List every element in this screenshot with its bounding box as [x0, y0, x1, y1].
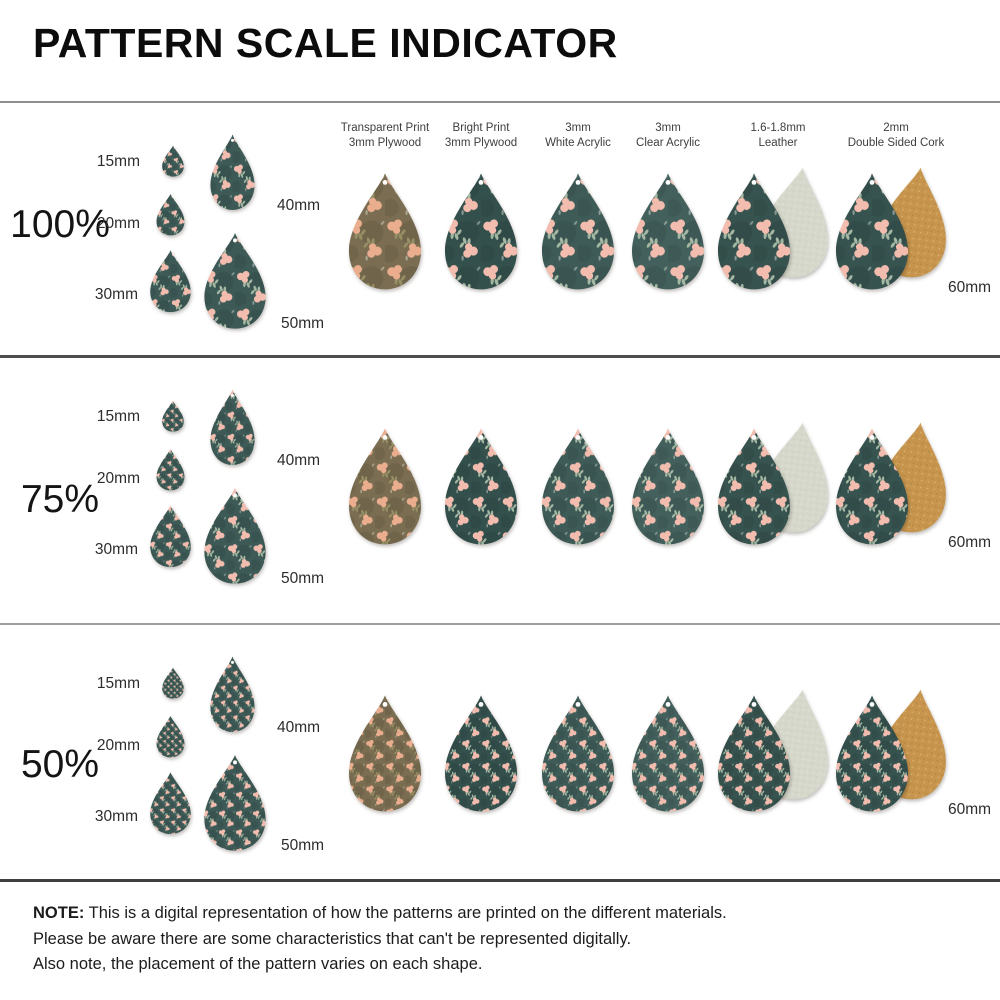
size-label-20mm: 20mm: [96, 737, 140, 754]
size-label-30mm: 30mm: [94, 541, 138, 558]
teardrop-60mm-cork: [836, 428, 908, 545]
size-label-60mm: 60mm: [948, 534, 992, 551]
teardrop-50mm: [204, 232, 266, 329]
note-section: NOTE: This is a digital representation o…: [33, 903, 953, 980]
teardrop-60mm-bright-plywood: [445, 173, 517, 290]
teardrop-20mm: [156, 448, 185, 491]
teardrop-40mm: [210, 656, 255, 732]
teardrop-60mm-clear-acrylic: [632, 695, 704, 812]
teardrop-15mm: [162, 667, 184, 699]
divider-above-note: [0, 879, 1000, 882]
row-75-percent: 75% 15mm 20mm 30mm 40mm 50mm 60mm: [0, 358, 1000, 625]
teardrop-60mm-cork: [836, 173, 908, 290]
page-title: PATTERN SCALE INDICATOR: [33, 20, 618, 66]
size-label-40mm: 40mm: [277, 719, 321, 736]
note-line-3: Also note, the placement of the pattern …: [33, 955, 483, 973]
note-line-1: NOTE: This is a digital representation o…: [33, 904, 727, 922]
teardrop-40mm: [210, 134, 255, 210]
material-header-white-acrylic: 3mm White Acrylic: [545, 122, 611, 149]
material-header-clear-acrylic: 3mm Clear Acrylic: [636, 122, 700, 149]
divider-row-75-50: [0, 623, 1000, 625]
teardrop-20mm: [156, 715, 185, 758]
teardrop-60mm-bright-plywood: [445, 695, 517, 812]
teardrop-60mm-bright-plywood: [445, 428, 517, 545]
divider-under-title: [0, 101, 1000, 103]
teardrop-60mm-cork: [836, 695, 908, 812]
size-label-60mm: 60mm: [948, 801, 992, 818]
teardrop-30mm: [150, 505, 191, 568]
size-label-15mm: 15mm: [96, 675, 140, 692]
material-header-leather: 1.6-1.8mm Leather: [750, 122, 806, 149]
teardrop-60mm-clear-acrylic: [632, 173, 704, 290]
teardrop-40mm: [210, 389, 255, 465]
scale-label-100-percent: 100%: [10, 203, 110, 246]
teardrop-60mm-transparent-plywood: [349, 173, 421, 290]
note-label: NOTE:: [33, 904, 85, 922]
size-label-40mm: 40mm: [277, 197, 321, 214]
size-label-50mm: 50mm: [281, 837, 325, 854]
teardrop-20mm: [156, 193, 185, 236]
teardrop-15mm: [162, 400, 184, 432]
teardrop-60mm-white-acrylic: [542, 695, 614, 812]
note-line-2: Please be aware there are some character…: [33, 929, 632, 948]
row-100-percent: 100% Transparent Print 3mm Plywood Bright P…: [0, 103, 1000, 358]
size-label-20mm: 20mm: [96, 215, 140, 232]
teardrop-30mm: [150, 772, 191, 835]
size-label-50mm: 50mm: [281, 570, 325, 587]
size-label-20mm: 20mm: [96, 470, 140, 487]
size-label-15mm: 15mm: [96, 153, 140, 170]
teardrop-50mm: [204, 754, 266, 851]
teardrop-60mm-leather: [718, 173, 790, 290]
teardrop-60mm-white-acrylic: [542, 173, 614, 290]
teardrop-60mm-leather: [718, 428, 790, 545]
teardrop-30mm: [150, 250, 191, 313]
size-label-30mm: 30mm: [94, 808, 138, 825]
scale-label-75-percent: 75%: [20, 478, 100, 521]
teardrop-60mm-transparent-plywood: [349, 695, 421, 812]
teardrop-60mm-leather: [718, 695, 790, 812]
material-header-cork: 2mm Double Sided Cork: [847, 122, 945, 149]
teardrop-60mm-clear-acrylic: [632, 428, 704, 545]
size-label-60mm: 60mm: [948, 279, 992, 296]
size-label-50mm: 50mm: [281, 315, 325, 332]
size-label-40mm: 40mm: [277, 452, 321, 469]
teardrop-50mm: [204, 487, 266, 584]
size-label-15mm: 15mm: [96, 408, 140, 425]
row-50-percent: 50% 15mm 20mm 30mm 40mm 50mm 60mm: [0, 625, 1000, 882]
scale-label-50-percent: 50%: [20, 743, 100, 786]
material-header-bright-plywood: Bright Print 3mm Plywood: [444, 122, 518, 149]
material-header-transparent-plywood: Transparent Print 3mm Plywood: [340, 122, 430, 149]
teardrop-60mm-white-acrylic: [542, 428, 614, 545]
teardrop-15mm: [162, 145, 184, 177]
teardrop-60mm-transparent-plywood: [349, 428, 421, 545]
divider-row-100-75: [0, 355, 1000, 358]
size-label-30mm: 30mm: [94, 286, 138, 303]
